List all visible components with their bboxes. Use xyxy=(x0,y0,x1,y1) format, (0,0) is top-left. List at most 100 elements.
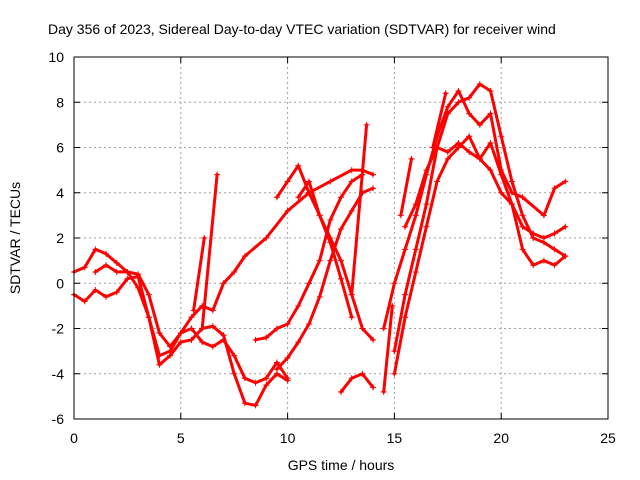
data-point xyxy=(508,189,515,196)
data-point xyxy=(305,178,312,185)
data-point xyxy=(498,189,505,196)
spike-spike-2 xyxy=(190,235,208,314)
data-point xyxy=(327,239,334,246)
data-point xyxy=(551,262,558,269)
data-point xyxy=(273,194,280,201)
data-point xyxy=(370,384,377,391)
data-point xyxy=(466,133,473,140)
data-point xyxy=(476,81,483,88)
y-tick-label: 2 xyxy=(56,230,64,246)
data-point xyxy=(389,302,396,309)
data-point xyxy=(476,121,483,128)
data-point xyxy=(348,291,355,298)
data-point xyxy=(103,293,110,300)
chart-title: Day 356 of 2023, Sidereal Day-to-day VTE… xyxy=(48,21,556,37)
data-point xyxy=(284,377,291,384)
spike-spike-5 xyxy=(380,302,396,395)
data-point xyxy=(252,336,259,343)
series-trace-11 xyxy=(380,87,569,332)
data-point xyxy=(540,257,547,264)
data-point xyxy=(92,268,99,275)
data-point xyxy=(113,268,120,275)
x-tick-label: 15 xyxy=(387,430,403,446)
data-point xyxy=(434,178,441,185)
series-line xyxy=(431,91,448,149)
data-point xyxy=(402,314,409,321)
data-point xyxy=(348,207,355,214)
data-point xyxy=(444,103,451,110)
data-point xyxy=(487,139,494,146)
spike-spike-6 xyxy=(397,155,415,219)
data-point xyxy=(241,253,248,260)
data-point xyxy=(177,330,184,337)
data-point xyxy=(519,212,526,219)
data-point xyxy=(231,352,238,359)
data-point xyxy=(231,268,238,275)
data-point xyxy=(145,291,152,298)
data-point xyxy=(412,268,419,275)
data-point xyxy=(551,230,558,237)
data-point xyxy=(156,361,163,368)
series-line xyxy=(296,179,354,319)
data-point xyxy=(113,259,120,266)
data-point xyxy=(190,307,197,314)
series-line xyxy=(399,157,413,217)
data-point xyxy=(348,178,355,185)
data-point xyxy=(220,280,227,287)
x-tick-label: 0 xyxy=(70,430,78,446)
data-point xyxy=(466,149,473,156)
data-point xyxy=(380,388,387,395)
data-point xyxy=(156,330,163,337)
data-point xyxy=(562,223,569,230)
x-tick-label: 25 xyxy=(600,430,616,446)
data-point xyxy=(423,223,430,230)
data-point xyxy=(487,110,494,117)
data-point xyxy=(177,339,184,346)
data-point xyxy=(402,223,409,230)
data-layer xyxy=(71,81,569,409)
data-point xyxy=(81,298,88,305)
data-point xyxy=(455,87,462,94)
series-line xyxy=(93,168,375,349)
data-point xyxy=(316,212,323,219)
data-point xyxy=(145,314,152,321)
series-trace-8 xyxy=(338,370,377,395)
data-point xyxy=(429,144,436,151)
data-point xyxy=(263,334,270,341)
data-point xyxy=(316,293,323,300)
data-point xyxy=(188,314,195,321)
data-point xyxy=(540,212,547,219)
data-point xyxy=(113,289,120,296)
data-point xyxy=(551,185,558,192)
data-point xyxy=(295,339,302,346)
data-point xyxy=(423,167,430,174)
data-point xyxy=(124,268,131,275)
data-point xyxy=(201,235,208,241)
data-point xyxy=(124,275,131,282)
data-point xyxy=(444,155,451,162)
data-point xyxy=(241,400,248,407)
data-point xyxy=(359,370,366,377)
data-point xyxy=(540,235,547,241)
series-trace-2 xyxy=(71,273,291,409)
data-point xyxy=(391,280,398,287)
data-point xyxy=(92,287,99,294)
x-tick-label: 5 xyxy=(177,430,185,446)
data-point xyxy=(455,139,462,146)
series-trace-4 xyxy=(252,171,366,343)
data-point xyxy=(295,162,302,169)
data-point xyxy=(338,275,344,282)
data-point xyxy=(391,348,398,355)
y-tick-label: -4 xyxy=(52,366,65,382)
data-point xyxy=(188,325,195,332)
data-point xyxy=(455,99,462,106)
y-tick-label: -2 xyxy=(52,321,65,337)
data-point xyxy=(263,382,270,389)
series-line xyxy=(382,304,394,394)
data-point xyxy=(327,216,334,223)
data-point xyxy=(273,325,280,332)
data-point xyxy=(498,167,505,174)
data-point xyxy=(199,325,206,332)
data-point xyxy=(273,366,280,373)
data-point xyxy=(214,171,221,178)
